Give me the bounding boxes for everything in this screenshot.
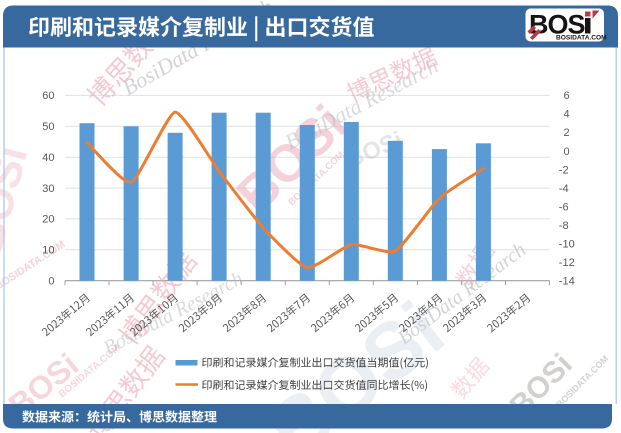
- svg-text:BOSIDATA.COM: BOSIDATA.COM: [556, 34, 607, 41]
- svg-text:-4: -4: [559, 183, 569, 195]
- svg-text:60: 60: [42, 90, 54, 102]
- svg-text:BOS: BOS: [529, 10, 585, 40]
- svg-text:-8: -8: [559, 220, 569, 232]
- svg-text:-6: -6: [559, 201, 569, 213]
- svg-text:-10: -10: [559, 238, 575, 250]
- svg-text:4: 4: [564, 109, 570, 121]
- svg-text:-14: -14: [559, 275, 575, 287]
- svg-text:-12: -12: [559, 257, 575, 269]
- svg-text:-2: -2: [559, 164, 569, 176]
- svg-text:50: 50: [42, 121, 54, 133]
- svg-text:30: 30: [42, 183, 54, 195]
- svg-text:6: 6: [564, 90, 570, 102]
- svg-text:0: 0: [48, 276, 54, 288]
- svg-text:20: 20: [42, 214, 54, 226]
- svg-text:0: 0: [564, 146, 570, 158]
- svg-text:2: 2: [564, 127, 570, 139]
- svg-text:10: 10: [42, 245, 54, 257]
- svg-text:40: 40: [42, 152, 54, 164]
